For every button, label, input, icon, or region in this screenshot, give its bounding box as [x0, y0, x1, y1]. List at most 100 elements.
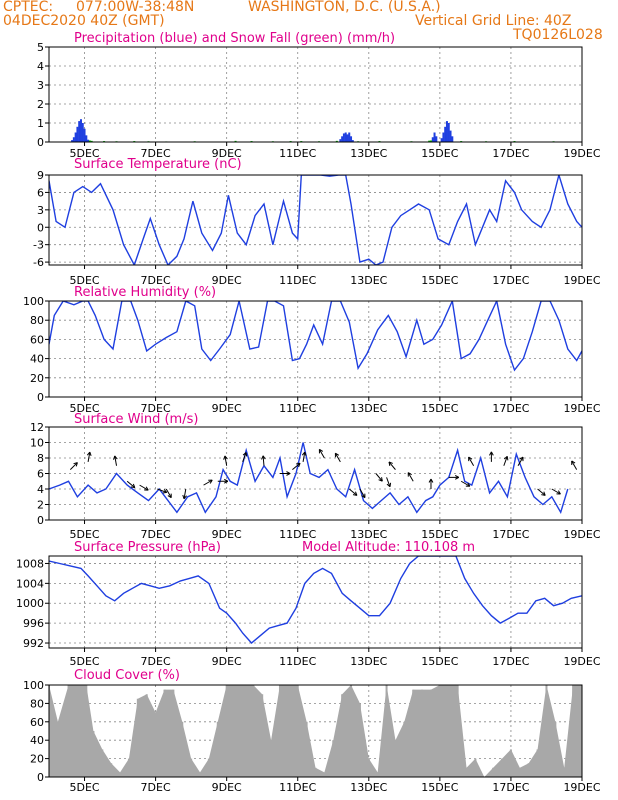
ytick-label-1-4: 6	[37, 186, 44, 199]
xtick-label-2-0: 5DEC	[69, 402, 99, 415]
xtick-label-0-6: 17DEC	[492, 147, 529, 160]
series-group-0	[71, 119, 555, 142]
ytick-label-2-1: 20	[30, 372, 44, 385]
precip-bar-0	[71, 140, 74, 142]
series-line-1	[49, 175, 582, 265]
xtick-label-2-4: 13DEC	[350, 402, 387, 415]
wind-arrow-6	[165, 488, 172, 499]
series-group-3	[49, 442, 578, 515]
ytick-label-1-0: -6	[33, 256, 44, 269]
xtick-label-2-3: 11DEC	[279, 402, 316, 415]
xtick-label-1-2: 9DEC	[212, 274, 242, 287]
xtick-label-3-4: 13DEC	[350, 528, 387, 541]
series-line-4	[49, 556, 582, 644]
ytick-label-5-4: 80	[30, 697, 44, 710]
ytick-label-5-0: 0	[37, 771, 44, 784]
precip-bar-12	[342, 133, 345, 142]
wind-arrow-18	[348, 488, 358, 496]
wind-arrow-12	[261, 455, 266, 466]
wind-arrow-31	[537, 488, 546, 496]
xtick-label-4-3: 11DEC	[279, 655, 316, 668]
ytick-label-2-0: 0	[37, 391, 44, 404]
series-line-2	[49, 301, 582, 372]
ytick-label-4-2: 1000	[16, 597, 44, 610]
precip-bar-1	[72, 137, 75, 142]
snow-bar-19	[429, 140, 432, 142]
ytick-label-0-4: 4	[37, 60, 44, 73]
wind-arrow-29	[503, 455, 509, 466]
ytick-label-0-3: 3	[37, 79, 44, 92]
precip-bar-4	[78, 121, 81, 142]
xtick-label-3-5: 15DEC	[421, 528, 458, 541]
xtick-label-0-4: 13DEC	[350, 147, 387, 160]
precip-bar-23	[444, 126, 447, 142]
xtick-label-0-2: 9DEC	[212, 147, 242, 160]
ytick-label-0-5: 5	[37, 41, 44, 54]
series-group-5	[49, 685, 582, 777]
precip-bar-10	[339, 139, 342, 142]
ytick-label-2-5: 100	[23, 295, 44, 308]
xtick-label-4-0: 5DEC	[69, 655, 99, 668]
panel-title-2: Relative Humidity (%)	[74, 285, 216, 300]
xtick-label-5-5: 15DEC	[421, 781, 458, 794]
panel-title-4: Surface Pressure (hPa)	[74, 540, 221, 555]
panel-title-1: Surface Temperature (nC)	[74, 157, 242, 172]
xtick-label-4-4: 13DEC	[350, 655, 387, 668]
precip-bar-15	[348, 132, 351, 142]
precip-bar-18	[431, 137, 434, 142]
wind-arrow-28	[489, 451, 494, 462]
ytick-label-0-0: 0	[37, 136, 44, 149]
ytick-label-1-3: 3	[37, 204, 44, 217]
precip-bar-22	[442, 132, 445, 142]
wind-arrow-19	[359, 488, 366, 499]
header-location: WASHINGTON, D.C. (U.S.A.)	[248, 0, 441, 15]
xtick-label-0-7: 19DEC	[563, 147, 600, 160]
wind-arrow-33	[571, 460, 578, 470]
xtick-label-1-1: 7DEC	[141, 274, 171, 287]
precip-bar-27	[451, 136, 454, 142]
xtick-label-5-3: 11DEC	[279, 781, 316, 794]
ytick-label-4-1: 996	[23, 617, 44, 630]
ytick-label-4-4: 1008	[16, 557, 44, 570]
precip-bar-25	[447, 123, 450, 142]
wind-arrow-27	[468, 456, 475, 467]
xtick-label-4-1: 7DEC	[141, 655, 171, 668]
panel-frame-2	[48, 300, 583, 398]
wind-arrow-9	[217, 478, 229, 484]
xtick-label-4-2: 9DEC	[212, 655, 242, 668]
xtick-label-3-0: 5DEC	[69, 528, 99, 541]
xtick-label-4-7: 19DEC	[563, 655, 600, 668]
wind-arrow-24	[428, 478, 434, 489]
precip-bar-3	[76, 126, 79, 142]
wind-arrow-0	[69, 462, 78, 470]
xtick-label-1-4: 13DEC	[350, 274, 387, 287]
ytick-label-2-3: 60	[30, 333, 44, 346]
wind-arrow-32	[551, 488, 561, 495]
ytick-label-2-4: 80	[30, 314, 44, 327]
wind-arrow-25	[448, 475, 459, 480]
ytick-label-3-6: 12	[30, 421, 44, 434]
wind-arrow-8	[203, 479, 213, 486]
xtick-label-3-1: 7DEC	[141, 528, 171, 541]
ytick-label-2-2: 40	[30, 353, 44, 366]
wind-arrow-11	[242, 452, 248, 463]
xtick-label-1-6: 17DEC	[492, 274, 529, 287]
wind-arrow-23	[407, 472, 414, 482]
xtick-label-3-2: 9DEC	[212, 528, 242, 541]
precip-bar-2	[74, 132, 77, 142]
header-coords: 077:00W-38:48N	[76, 0, 195, 15]
wind-arrow-14	[292, 462, 301, 471]
ytick-label-3-0: 0	[37, 514, 44, 527]
ytick-label-0-2: 2	[37, 98, 44, 111]
xtick-label-2-6: 17DEC	[492, 402, 529, 415]
xtick-label-5-6: 17DEC	[492, 781, 529, 794]
xtick-label-2-1: 7DEC	[141, 402, 171, 415]
xtick-label-3-6: 17DEC	[492, 528, 529, 541]
wind-arrow-5	[157, 488, 168, 494]
ytick-label-3-4: 8	[37, 452, 44, 465]
wind-arrow-26	[460, 480, 471, 487]
snow-bar-8	[234, 140, 237, 142]
panel-frame-0	[48, 46, 583, 143]
precip-bar-26	[449, 130, 452, 142]
header-model: TQ0126L028	[513, 27, 603, 43]
